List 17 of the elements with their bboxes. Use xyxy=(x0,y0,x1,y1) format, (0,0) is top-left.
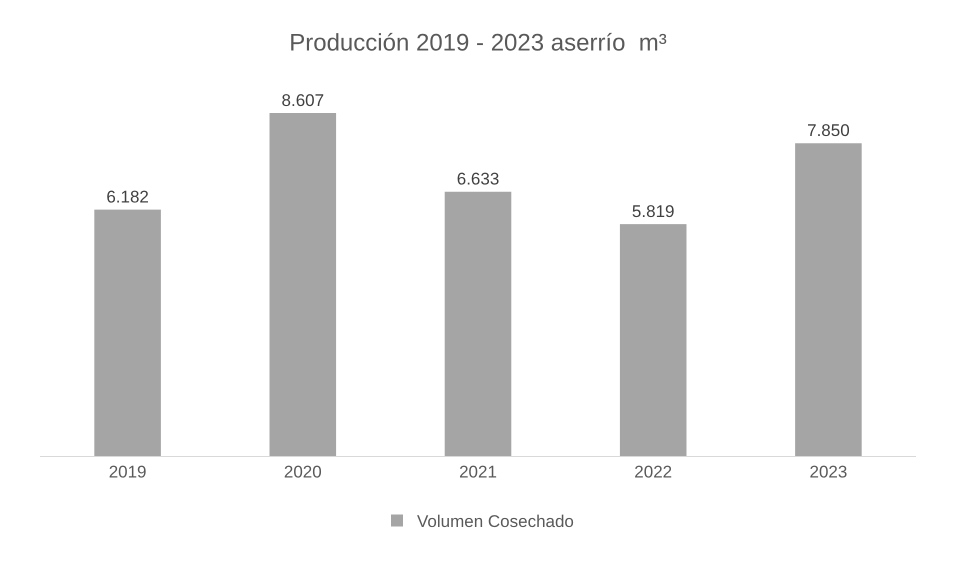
legend-label: Volumen Cosechado xyxy=(417,512,574,532)
x-tick-label: 2021 xyxy=(459,462,497,482)
bar xyxy=(795,143,862,456)
x-tick-label: 2022 xyxy=(634,462,672,482)
bar xyxy=(270,113,336,456)
x-tick-label: 2019 xyxy=(108,462,147,482)
data-label: 6.182 xyxy=(106,188,149,207)
bar xyxy=(94,210,161,456)
x-tick-label: 2020 xyxy=(284,462,322,482)
bar xyxy=(444,192,512,456)
chart-title: Producción 2019 - 2023 aserrío m³ xyxy=(289,29,667,56)
data-label: 8.607 xyxy=(282,91,324,110)
bar xyxy=(620,224,686,456)
data-label: 7.850 xyxy=(807,121,850,140)
data-label: 6.633 xyxy=(456,170,500,189)
x-tick-label: 2023 xyxy=(809,462,848,482)
data-label: 5.819 xyxy=(632,202,674,222)
